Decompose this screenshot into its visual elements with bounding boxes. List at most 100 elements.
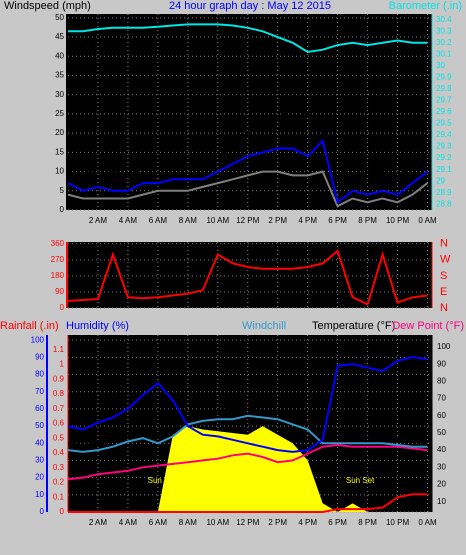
- y-tick-label: 10: [35, 490, 44, 499]
- x-tick-label: 10 PM: [386, 216, 409, 225]
- y-tick-label: 90: [35, 352, 44, 361]
- x-tick-label: 6 AM: [149, 518, 168, 527]
- y2-tick-label: 40: [437, 445, 446, 454]
- x-tick-label: 10 PM: [386, 518, 409, 527]
- y-tick-label: 100: [31, 335, 45, 344]
- y2-tick-label: 30.4: [436, 15, 452, 24]
- humidity-label: Humidity (%): [66, 320, 129, 332]
- y2-tick-label: 29: [436, 176, 445, 185]
- x-tick-label: 0 AM: [418, 216, 437, 225]
- y-tick-label: 30: [35, 456, 44, 465]
- y3-tick-label: 0.3: [53, 463, 65, 472]
- y-tick-label: 0: [60, 205, 65, 214]
- y2-tick-label: 28.8: [436, 199, 452, 208]
- y2-tick-label: 10: [437, 497, 446, 506]
- y2-tick-label: 30.1: [436, 49, 452, 58]
- y3-tick-label: 0.6: [53, 419, 65, 428]
- line: [67, 170, 429, 208]
- y-tick-label: 20: [35, 473, 44, 482]
- x-tick-label: 2 PM: [268, 216, 287, 225]
- y-tick-label: 5: [60, 186, 65, 195]
- x-tick-label: 10 AM: [206, 518, 229, 527]
- line: [68, 493, 428, 513]
- y3-tick-label: 0.8: [53, 389, 65, 398]
- line: [67, 356, 428, 453]
- y-tick-label: 70: [35, 387, 44, 396]
- y2-tick-label: 30: [436, 61, 445, 70]
- y-tick-label: 0: [40, 507, 45, 516]
- x-tick-label: 6 PM: [328, 216, 347, 225]
- y3-tick-label: 0.9: [53, 374, 65, 383]
- y2-tick-label: 70: [437, 394, 446, 403]
- y2-tick-label: N: [440, 302, 448, 314]
- y-tick-label: 270: [51, 255, 65, 264]
- rainfall-label: Rainfall (.in): [0, 320, 59, 332]
- y2-tick-label: 29.5: [436, 119, 452, 128]
- y2-tick-label: 100: [437, 342, 451, 351]
- y2-tick-label: N: [440, 238, 448, 250]
- x-tick-label: 4 AM: [119, 216, 138, 225]
- y2-tick-label: 60: [437, 411, 446, 420]
- y2-tick-label: 28.9: [436, 188, 452, 197]
- y-tick-label: 60: [35, 404, 44, 413]
- y-tick-label: 35: [55, 71, 64, 80]
- y-tick-label: 30: [55, 90, 64, 99]
- x-tick-label: 2 AM: [89, 518, 108, 527]
- y-tick-label: 0: [60, 303, 65, 312]
- y3-tick-label: 0.5: [53, 433, 65, 442]
- windspeed-label: Windspeed (mph): [4, 0, 91, 12]
- x-tick-label: 8 PM: [358, 518, 377, 527]
- y2-tick-label: 50: [437, 428, 446, 437]
- line: [67, 407, 428, 447]
- area: [68, 426, 428, 512]
- line: [67, 443, 428, 481]
- y-tick-label: 50: [35, 421, 44, 430]
- dewpoint-label: Dew Point (°F): [392, 320, 464, 332]
- x-tick-label: 6 PM: [328, 518, 347, 527]
- y3-tick-label: 0.1: [53, 492, 65, 501]
- y-tick-label: 80: [35, 370, 44, 379]
- y2-tick-label: 29.8: [436, 84, 452, 93]
- annotation: Sun Set: [346, 476, 375, 485]
- x-tick-label: 2 PM: [268, 518, 287, 527]
- x-tick-label: 8 PM: [358, 216, 377, 225]
- y-tick-label: 40: [55, 51, 64, 60]
- y2-tick-label: 80: [437, 377, 446, 386]
- y2-tick-label: 29.7: [436, 96, 452, 105]
- x-tick-label: 4 PM: [298, 518, 317, 527]
- x-tick-label: 6 AM: [149, 216, 168, 225]
- y-tick-label: 180: [51, 271, 65, 280]
- y3-tick-label: 0.2: [53, 478, 65, 487]
- line: [67, 249, 428, 306]
- line: [68, 23, 428, 54]
- y-tick-label: 360: [51, 239, 65, 248]
- line: [67, 414, 428, 453]
- x-tick-label: 12 PM: [236, 518, 259, 527]
- x-tick-label: 8 AM: [179, 216, 198, 225]
- y2-tick-label: 20: [437, 480, 446, 489]
- y3-tick-label: 1: [60, 360, 65, 369]
- y2-tick-label: 29.4: [436, 130, 452, 139]
- y-tick-label: 20: [55, 128, 64, 137]
- barometer-label: Barometer (.in): [389, 0, 462, 12]
- y2-tick-label: 30.3: [436, 26, 452, 35]
- y2-tick-label: 29.3: [436, 142, 452, 151]
- y2-tick-label: W: [440, 254, 451, 266]
- chart-title: 24 hour graph day : May 12 2015: [169, 0, 331, 12]
- y2-tick-label: 30: [437, 462, 446, 471]
- y2-tick-label: 29.2: [436, 153, 452, 162]
- y-tick-label: 45: [55, 32, 64, 41]
- y2-tick-label: 29.6: [436, 107, 452, 116]
- x-tick-label: 4 AM: [119, 518, 138, 527]
- y-tick-label: 50: [55, 13, 64, 22]
- windchill-label: Windchill: [242, 320, 286, 332]
- x-tick-label: 8 AM: [179, 518, 198, 527]
- x-tick-label: 0 AM: [418, 518, 437, 527]
- y3-tick-label: 0.7: [53, 404, 65, 413]
- y2-tick-label: E: [440, 286, 447, 298]
- y-tick-label: 25: [55, 109, 64, 118]
- x-tick-label: 2 AM: [89, 216, 108, 225]
- y-tick-label: 10: [55, 167, 64, 176]
- y3-tick-label: 0: [60, 507, 65, 516]
